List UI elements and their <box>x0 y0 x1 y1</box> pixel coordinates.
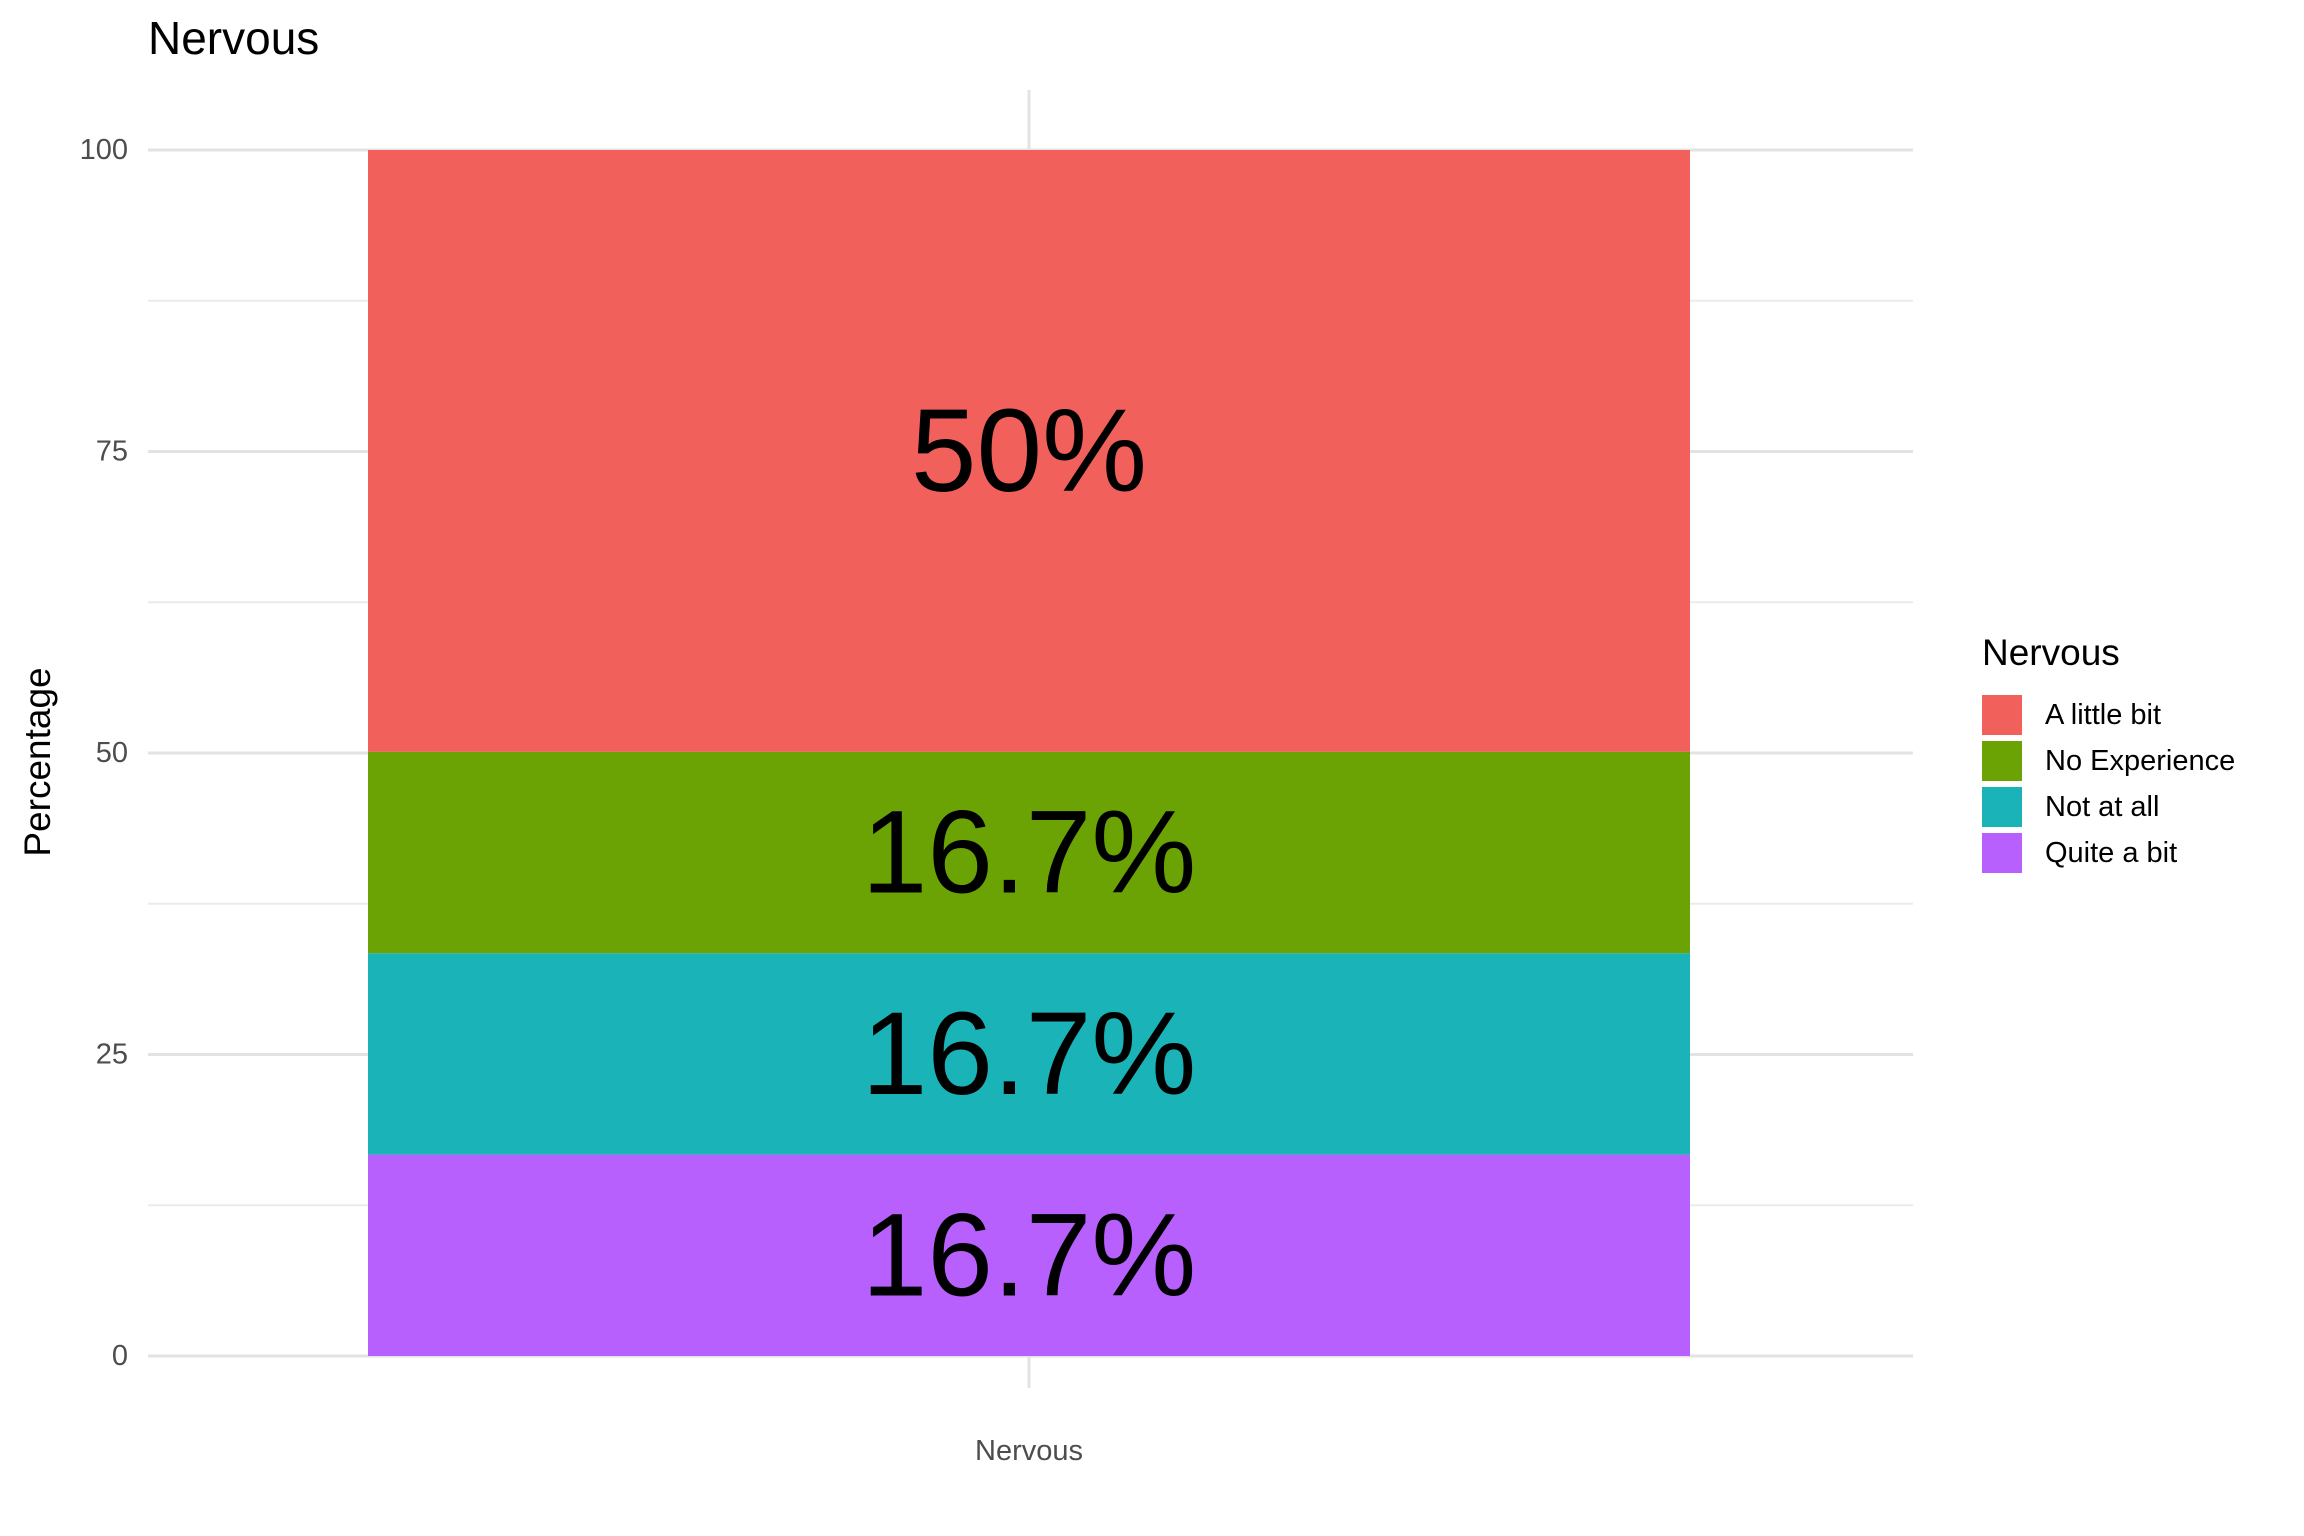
bar-segment <box>368 751 1690 954</box>
bar-data-label: 16.7% <box>862 988 1197 1120</box>
y-tick-label: 75 <box>96 436 128 468</box>
y-tick-label: 50 <box>96 737 128 769</box>
legend-label: Not at all <box>2045 791 2159 823</box>
bar-data-label: 16.7% <box>862 786 1197 918</box>
axes: 0 25 50 75 100 Nervous <box>80 134 1083 1467</box>
legend-label: Quite a bit <box>2045 837 2177 869</box>
legend-key <box>1982 741 2022 781</box>
legend: Nervous A little bit No Experience Not at … <box>1982 632 2235 873</box>
legend-label: No Experience <box>2045 745 2235 777</box>
bar-segment <box>368 953 1690 1155</box>
bar-data-label: 50% <box>911 385 1147 517</box>
bar-segment <box>368 1154 1690 1356</box>
x-tick-label: Nervous <box>975 1435 1083 1467</box>
y-tick-label: 25 <box>96 1039 128 1071</box>
legend-key <box>1982 695 2022 735</box>
bar-labels: 16.7% 16.7% 16.7% 50% <box>862 385 1197 1321</box>
legend-key <box>1982 833 2022 873</box>
bar-segment <box>368 150 1690 752</box>
y-axis-title: Percentage <box>17 667 58 856</box>
chart-title: Nervous <box>148 12 319 64</box>
legend-label: A little bit <box>2045 699 2161 731</box>
y-tick-label: 100 <box>80 134 128 166</box>
legend-key <box>1982 787 2022 827</box>
y-tick-label: 0 <box>112 1340 128 1372</box>
legend-title: Nervous <box>1982 632 2120 673</box>
bar-data-label: 16.7% <box>862 1189 1197 1321</box>
bars <box>368 150 1690 1356</box>
